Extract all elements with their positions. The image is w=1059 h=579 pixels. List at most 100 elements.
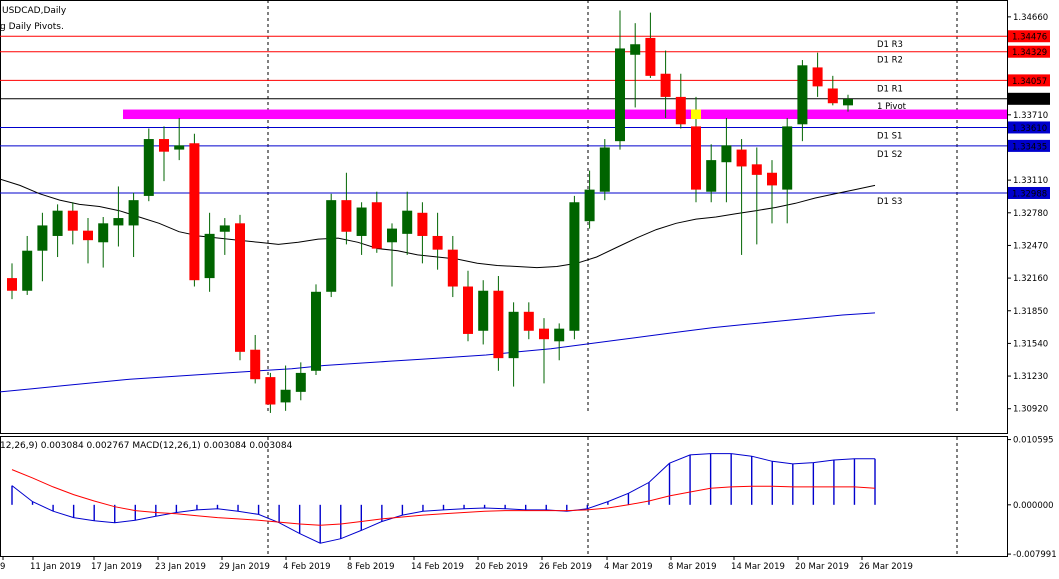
candle-body bbox=[539, 328, 549, 340]
candle-body bbox=[736, 149, 747, 167]
candle-body bbox=[371, 202, 382, 249]
candle-body bbox=[417, 212, 428, 236]
level-tag-label: 1.32988 bbox=[1012, 189, 1047, 199]
candle-body bbox=[660, 73, 671, 97]
macd-tick-label: 0.000000 bbox=[1013, 501, 1054, 511]
candle-body bbox=[751, 164, 762, 175]
candle-body bbox=[189, 143, 200, 281]
date-tick-label: 26 Mar 2019 bbox=[859, 562, 913, 572]
candle-body bbox=[219, 225, 230, 232]
date-tick-label: 20 Feb 2019 bbox=[475, 562, 528, 572]
candle-body bbox=[98, 223, 109, 243]
date-tick-label: 11 Jan 2019 bbox=[30, 562, 81, 572]
candle-body bbox=[599, 147, 610, 192]
candle-body bbox=[645, 37, 656, 76]
candle-body bbox=[7, 278, 17, 291]
candle-body bbox=[143, 139, 154, 196]
candle-body bbox=[280, 389, 291, 403]
candle-body bbox=[554, 328, 565, 342]
candle-body bbox=[447, 249, 458, 287]
candle-body bbox=[463, 286, 473, 334]
candle-body bbox=[843, 99, 853, 106]
pivot-zone bbox=[123, 109, 1007, 120]
candle-body bbox=[356, 207, 367, 236]
level-name: D1 S1 bbox=[877, 131, 902, 141]
level-name: D1 S2 bbox=[877, 150, 902, 160]
level-tag bbox=[1008, 74, 1050, 87]
macd-tick-label: -0.007991 bbox=[1013, 550, 1057, 560]
price-axis: 1.346601.343501.340401.337101.334201.331… bbox=[1007, 13, 1048, 415]
candle-body bbox=[341, 200, 352, 232]
price-tick-label: 1.32780 bbox=[1013, 209, 1048, 219]
level-tag bbox=[1008, 186, 1050, 199]
date-tick-label: 20 Mar 2019 bbox=[795, 562, 849, 572]
price-tick-label: 1.31540 bbox=[1013, 339, 1048, 349]
macd-panel bbox=[11, 453, 876, 544]
candle-body bbox=[204, 233, 215, 279]
date-tick-label: 4 Mar 2019 bbox=[604, 562, 652, 572]
price-tick-label: 1.31850 bbox=[1013, 307, 1048, 317]
candle-body bbox=[83, 230, 93, 241]
level-name: 1 Pivot bbox=[877, 102, 907, 112]
level-tag bbox=[1008, 139, 1050, 152]
candle-body bbox=[675, 96, 686, 125]
period-separators bbox=[267, 0, 958, 556]
candle-body bbox=[250, 349, 261, 380]
candle-body bbox=[569, 202, 580, 331]
candle-body bbox=[508, 311, 519, 359]
candle-body bbox=[235, 223, 245, 352]
level-name: D1 R3 bbox=[877, 40, 903, 50]
chart-title: USDCAD,Daily bbox=[2, 6, 67, 16]
macd-label: 12,26,9) 0.003084 0.002767 MACD(12,26,1)… bbox=[0, 441, 293, 451]
candle-body bbox=[387, 228, 397, 243]
candle-body bbox=[128, 200, 139, 226]
level-tag-label: 1.33435 bbox=[1012, 142, 1047, 152]
candle-body bbox=[37, 225, 48, 251]
price-tick-label: 1.32160 bbox=[1013, 274, 1048, 284]
candle-body bbox=[478, 290, 489, 331]
date-tick-label: 14 Mar 2019 bbox=[731, 562, 785, 572]
candles bbox=[7, 10, 853, 413]
date-axis: 9 11 Jan 2019 17 Jan 2019 23 Jan 2019 29 Jan… bbox=[0, 556, 913, 572]
price-tick-label: 1.34660 bbox=[1013, 13, 1048, 23]
price-tick-label: 1.31230 bbox=[1013, 372, 1048, 382]
ma-slow-line bbox=[0, 312, 876, 393]
candle-body bbox=[493, 290, 504, 359]
candle-body bbox=[523, 311, 534, 331]
candle-body bbox=[584, 189, 595, 222]
level-name: D1 R2 bbox=[877, 56, 903, 66]
date-tick-label: 8 Mar 2019 bbox=[668, 562, 716, 572]
date-tick-label: 4 Feb 2019 bbox=[283, 562, 331, 572]
candle-body bbox=[174, 145, 185, 150]
highlight-marker bbox=[691, 109, 701, 120]
candle-body bbox=[827, 88, 838, 104]
price-tick-label: 1.33710 bbox=[1013, 111, 1048, 121]
macd-line bbox=[11, 453, 875, 544]
macd-tick-label: 0.010595 bbox=[1013, 436, 1054, 446]
candle-body bbox=[311, 291, 321, 371]
price-tick-label: 1.33110 bbox=[1013, 176, 1048, 186]
level-price-tags: 1.34476 1.34329 1.34057 1.33882 1.33610 1.334… bbox=[1008, 30, 1050, 199]
date-tick-label: 9 bbox=[0, 562, 5, 572]
level-tag bbox=[1008, 92, 1050, 105]
candle-body bbox=[782, 126, 793, 190]
candle-body bbox=[767, 172, 777, 186]
level-tag-label: 1.34329 bbox=[1012, 48, 1047, 58]
level-name: D1 S3 bbox=[877, 197, 902, 207]
candle-body bbox=[22, 250, 33, 291]
candle-body bbox=[67, 210, 78, 231]
level-tag bbox=[1008, 30, 1050, 43]
price-tick-label: 1.32470 bbox=[1013, 241, 1048, 251]
macd-axis: 0.010595 0.000000 -0.007991 bbox=[1007, 436, 1057, 560]
date-tick-label: 26 Feb 2019 bbox=[539, 562, 592, 572]
price-tick-label: 1.30920 bbox=[1013, 405, 1048, 415]
level-name: D1 R1 bbox=[877, 84, 903, 94]
signal-line bbox=[11, 469, 876, 526]
candle-body bbox=[402, 210, 413, 234]
candle-body bbox=[706, 160, 717, 192]
date-tick-label: 17 Jan 2019 bbox=[91, 562, 142, 572]
level-tag bbox=[1008, 45, 1050, 58]
candle-body bbox=[630, 44, 641, 55]
candle-body bbox=[432, 235, 443, 250]
